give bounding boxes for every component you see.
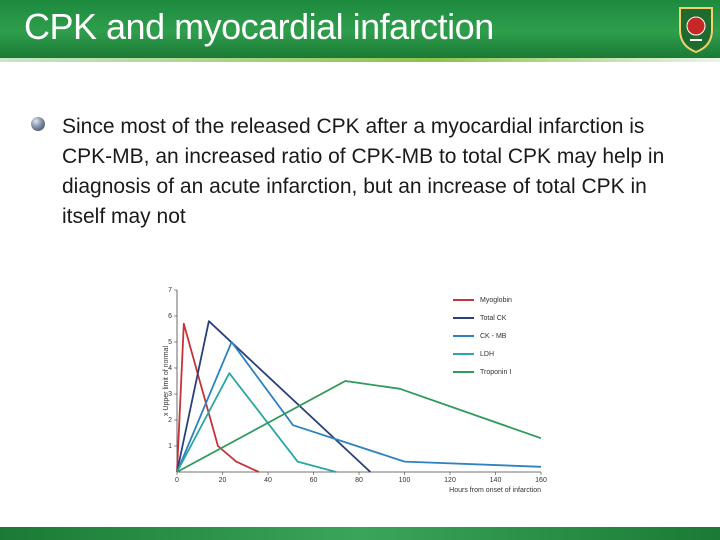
footer-bar: [0, 527, 720, 540]
data-line: [176, 380, 542, 473]
x-tick-label: 20: [219, 477, 227, 484]
y-tick-label: 1: [168, 443, 172, 450]
chart-background: [160, 278, 562, 506]
logo: [679, 7, 713, 54]
data-line: [176, 320, 371, 473]
x-tick-label: 120: [444, 477, 456, 484]
legend-label: Total CK: [480, 315, 507, 322]
y-tick-label: 2: [168, 417, 172, 424]
x-tick-label: 0: [175, 477, 179, 484]
legend-label: Myoglobin: [480, 297, 512, 304]
y-axis-label: x Upper limit of normal: [163, 346, 170, 416]
data-line: [176, 341, 542, 473]
x-tick-label: 60: [310, 477, 318, 484]
chart: 1 2 3 4 5 6 7 0 20 40 60 80 100 120 140 160 Hours from o…: [160, 278, 562, 506]
legend-label: CK - MB: [480, 333, 507, 340]
x-tick-label: 80: [355, 477, 363, 484]
y-tick-label: 6: [168, 313, 172, 320]
x-tick-label: 100: [399, 477, 411, 484]
bullet-text: Since most of the released CPK after a m…: [62, 115, 665, 228]
y-tick-label: 5: [168, 339, 172, 346]
y-tick-label: 7: [168, 287, 172, 294]
data-line: [176, 372, 337, 473]
title-bar: [0, 0, 720, 58]
legend-label: Troponin I: [480, 369, 511, 376]
x-tick-label: 140: [490, 477, 502, 484]
x-tick-label: 40: [264, 477, 272, 484]
bullet-icon: [31, 117, 45, 131]
y-tick-label: 3: [168, 391, 172, 398]
legend-label: LDH: [480, 351, 494, 358]
title-rule: [0, 58, 720, 62]
x-axis-label: Hours from onset of infarction: [449, 487, 541, 494]
y-tick-label: 4: [168, 365, 172, 372]
x-tick-label: 160: [535, 477, 547, 484]
slide-title: CPK and myocardial infarction: [24, 6, 494, 47]
